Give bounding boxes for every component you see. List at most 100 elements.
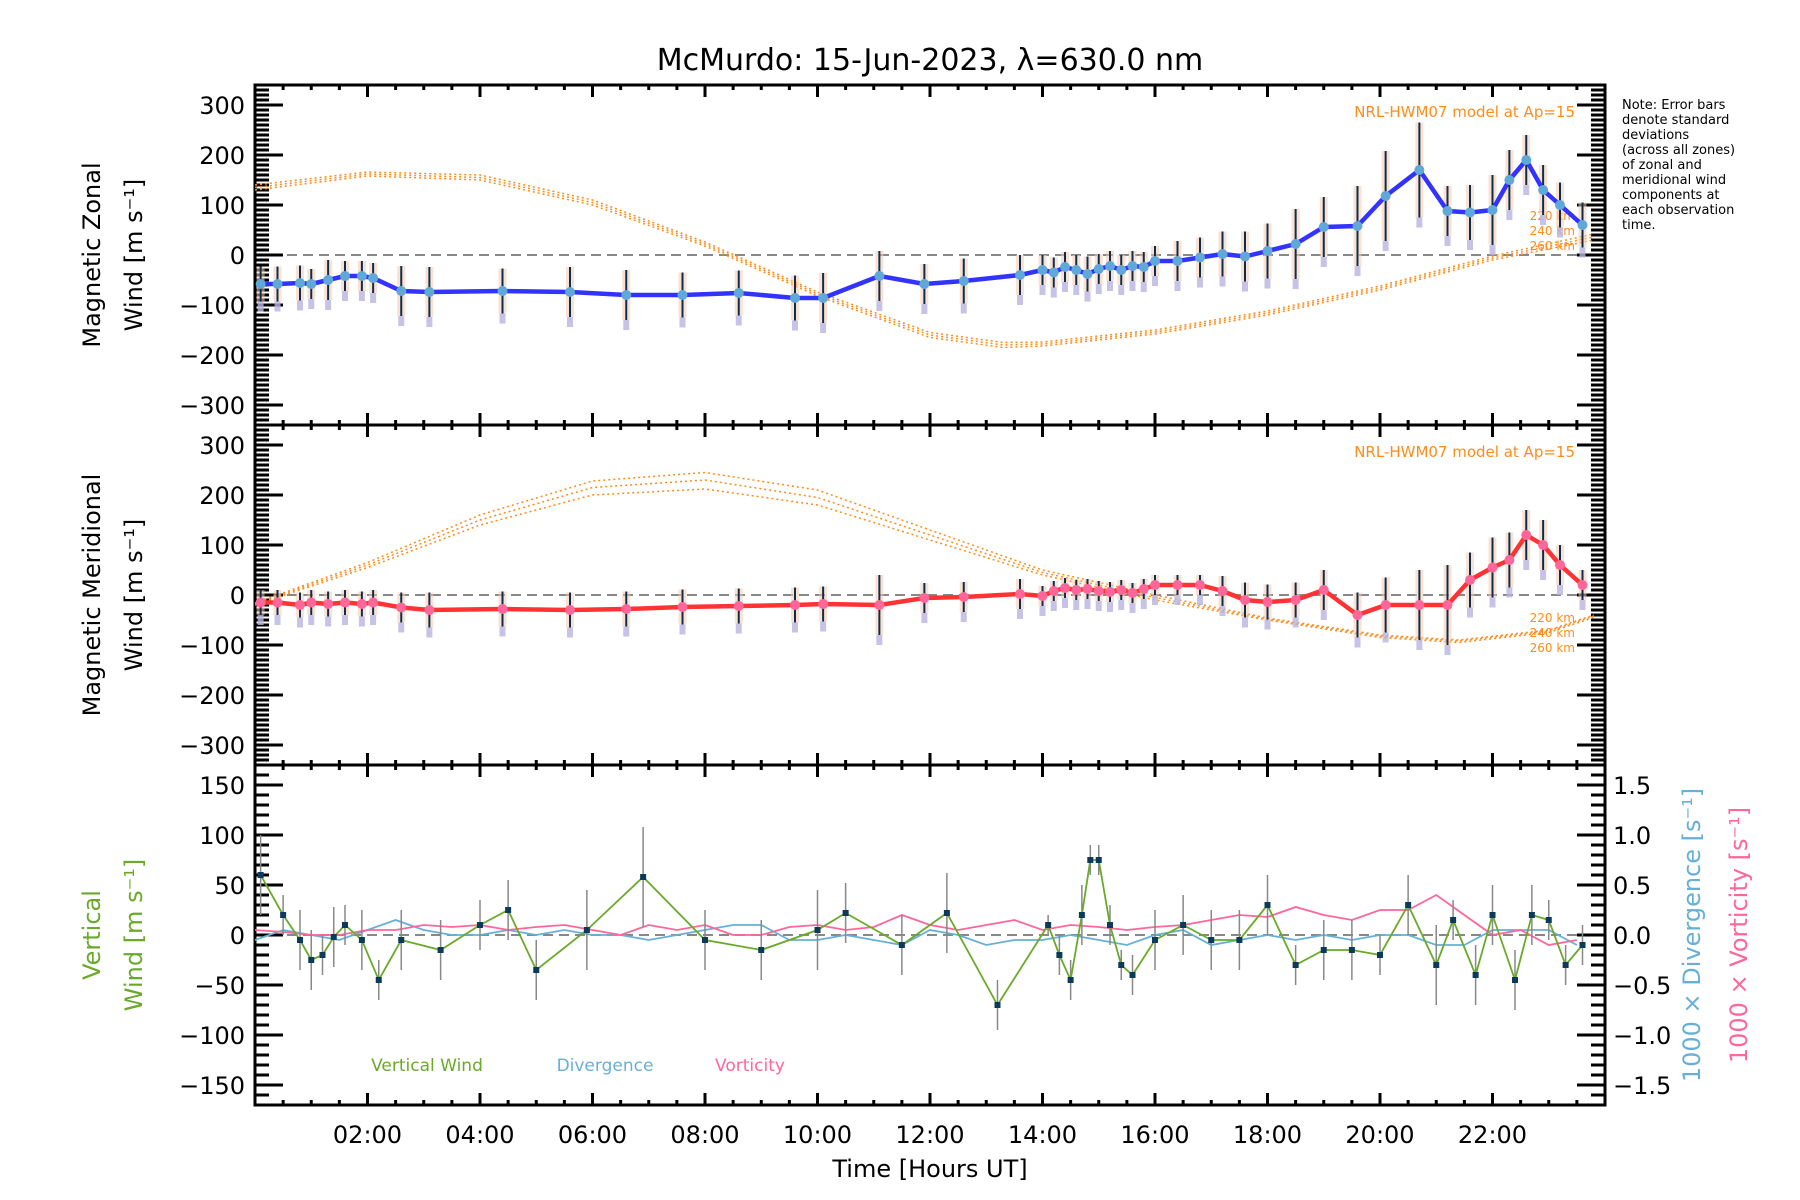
zone-point bbox=[1050, 287, 1057, 298]
data-point bbox=[1150, 256, 1160, 266]
data-point bbox=[733, 288, 744, 298]
model-curve-240km bbox=[254, 173, 1594, 346]
zone-point bbox=[1382, 241, 1389, 251]
data-point bbox=[818, 599, 829, 609]
zone-point bbox=[1579, 600, 1586, 610]
vertical-wind-point bbox=[1433, 962, 1440, 968]
zone-point bbox=[1264, 619, 1271, 630]
zone-point bbox=[426, 627, 433, 638]
vertical-wind-point bbox=[1152, 937, 1158, 943]
zone-point bbox=[1540, 215, 1547, 225]
data-point bbox=[1380, 600, 1391, 610]
y-tick-label: −300 bbox=[179, 732, 245, 760]
vertical-wind-point bbox=[1512, 977, 1518, 983]
vertical-wind-point bbox=[257, 872, 264, 878]
data-point bbox=[1138, 262, 1149, 272]
y-axis-label-units: Wind [m s⁻¹] bbox=[120, 519, 148, 671]
zone-point bbox=[1095, 601, 1102, 611]
note-line: of zonal and bbox=[1622, 158, 1702, 173]
data-point bbox=[1093, 264, 1104, 274]
zone-point bbox=[358, 616, 365, 627]
y-tick-label: 100 bbox=[199, 532, 245, 560]
vertical-wind-point bbox=[308, 957, 315, 963]
zone-point bbox=[1062, 282, 1068, 292]
zone-point bbox=[1557, 227, 1563, 238]
data-point bbox=[424, 605, 435, 615]
data-point bbox=[356, 271, 367, 281]
zone-point bbox=[1197, 277, 1203, 288]
vertical-wind-point bbox=[342, 922, 348, 928]
model-label: NRL-HWM07 model at Ap=15 bbox=[1354, 443, 1575, 461]
y-axis-label: Magnetic Meridional bbox=[78, 474, 106, 717]
vertical-wind-point bbox=[1208, 937, 1215, 943]
zone-point bbox=[325, 300, 332, 310]
data-point bbox=[396, 602, 407, 613]
data-point bbox=[677, 290, 688, 300]
zone-point bbox=[1084, 599, 1091, 609]
data-point bbox=[1060, 583, 1070, 593]
zone-point bbox=[876, 635, 883, 645]
data-point bbox=[733, 601, 744, 611]
data-point bbox=[565, 605, 575, 615]
zone-point bbox=[1073, 285, 1080, 295]
data-point bbox=[1015, 589, 1025, 599]
y2-tick-label: 0.5 bbox=[1613, 872, 1651, 900]
x-tick-label: 22:00 bbox=[1458, 1121, 1527, 1149]
data-point bbox=[323, 599, 334, 609]
vertical-wind-point bbox=[1129, 972, 1136, 978]
x-tick-label: 20:00 bbox=[1345, 1121, 1414, 1149]
zone-point bbox=[1152, 276, 1158, 286]
vertical-wind-point bbox=[330, 934, 337, 940]
data-point bbox=[1071, 585, 1082, 595]
zone-point bbox=[1540, 570, 1547, 580]
y-tick-label: 0 bbox=[230, 922, 245, 950]
y-tick-label: 300 bbox=[199, 432, 245, 460]
zone-point bbox=[921, 613, 928, 623]
y2-tick-label: 0.0 bbox=[1613, 922, 1651, 950]
y2-tick-label: −1.0 bbox=[1613, 1022, 1671, 1050]
data-point bbox=[919, 279, 930, 289]
zone-point bbox=[735, 315, 742, 326]
x-tick-label: 04:00 bbox=[445, 1121, 514, 1149]
data-point bbox=[1538, 540, 1549, 550]
zone-point bbox=[1107, 602, 1113, 612]
data-point bbox=[1262, 246, 1273, 256]
vertical-wind-point bbox=[533, 967, 540, 973]
y-axis-label: Vertical bbox=[78, 890, 106, 980]
data-point bbox=[790, 293, 800, 303]
data-point bbox=[1060, 262, 1070, 272]
data-point bbox=[1116, 585, 1127, 595]
y-axis-label-units: Wind [m s⁻¹] bbox=[120, 859, 148, 1011]
data-point bbox=[1352, 610, 1363, 620]
data-point bbox=[1577, 580, 1588, 590]
zone-point bbox=[623, 626, 630, 637]
data-point bbox=[919, 593, 930, 603]
vertical-wind-point bbox=[1348, 947, 1355, 953]
zone-point bbox=[1506, 210, 1513, 220]
y2-axis-label-vorticity: 1000 × Vorticity [s⁻¹] bbox=[1725, 807, 1753, 1063]
x-tick-label: 16:00 bbox=[1120, 1121, 1189, 1149]
zone-point bbox=[960, 612, 967, 622]
legend-item: Vorticity bbox=[715, 1056, 785, 1076]
y-axis-label-units: Wind [m s⁻¹] bbox=[120, 179, 148, 331]
note-line: denote standard bbox=[1622, 113, 1730, 128]
data-point bbox=[255, 279, 266, 289]
zone-point bbox=[1523, 185, 1530, 195]
data-point bbox=[1318, 585, 1329, 595]
zone-point bbox=[370, 615, 377, 625]
zone-point bbox=[1084, 291, 1091, 302]
zone-point bbox=[1107, 281, 1113, 291]
zone-point bbox=[358, 291, 365, 301]
legend-item: Divergence bbox=[557, 1056, 654, 1076]
data-point bbox=[1352, 221, 1363, 231]
data-point bbox=[1240, 595, 1250, 605]
vertical-wind-point bbox=[358, 937, 365, 943]
zone-point bbox=[274, 615, 281, 625]
vertical-wind-point bbox=[814, 927, 821, 933]
data-point bbox=[323, 275, 334, 285]
vertical-wind-point bbox=[842, 910, 849, 916]
zone-point bbox=[1140, 282, 1147, 292]
data-point bbox=[1105, 587, 1115, 597]
data-point bbox=[874, 271, 885, 281]
